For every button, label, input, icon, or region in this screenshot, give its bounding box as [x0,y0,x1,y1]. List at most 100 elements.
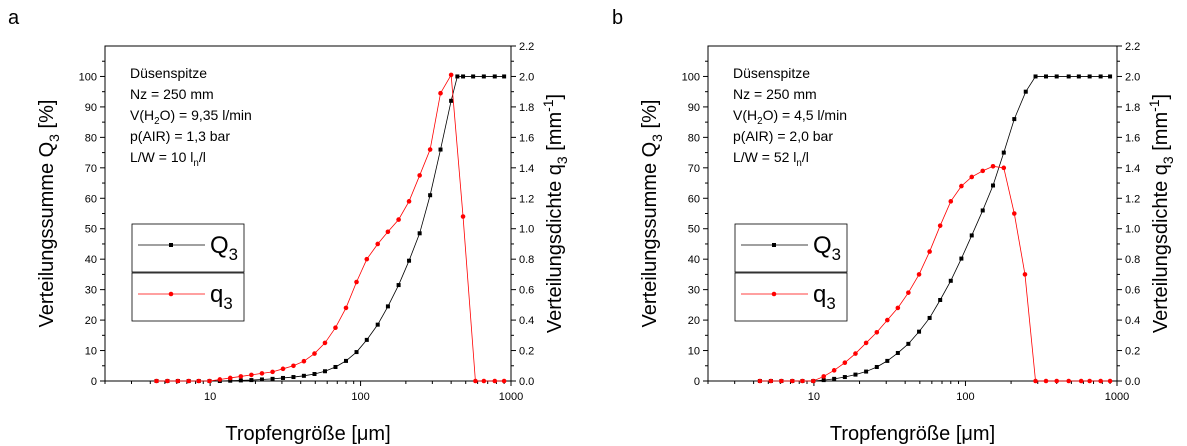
data-point-q3 [406,199,412,204]
legend-label-part: Q [813,232,832,259]
data-point-Q3 [280,375,285,380]
data-point-Q3 [322,369,327,374]
y-right-axis-title-part: ] [544,94,566,100]
data-point-Q3 [917,329,922,334]
data-point-q3 [460,214,466,219]
data-point-q3 [385,229,391,235]
data-point-q3 [980,168,986,174]
y-right-axis-title: Verteilungsdichte q3 [mm-1] [1146,94,1176,333]
data-point-q3 [1022,272,1028,277]
annotation-line-part: /l [802,149,809,165]
data-point-Q3 [948,278,953,283]
data-point-Q3 [1033,74,1038,79]
data-point-Q3 [461,74,466,79]
data-point-q3 [842,360,848,366]
data-point-Q3 [428,193,433,198]
y-left-axis-title-part: 3 [649,134,665,142]
annotation-line-part: n [796,158,801,169]
series-q3 [757,163,1113,384]
chart-panel-b: b 0 10 20 30 40 50 60 70 80 90 100 0.0 0.2 0.4 0.6 0.8 1.… [612,7,1176,445]
data-point-Q3 [492,74,497,79]
data-point-q3 [1043,378,1049,384]
series-line-q3 [156,73,505,382]
data-point-Q3 [1087,74,1092,79]
data-point-Q3 [832,376,837,381]
y-left-tick-label: 80 [688,132,700,144]
data-point-q3 [1001,165,1007,171]
legend-label-part: q [210,281,223,308]
y-right-tick-label: 0.6 [1125,285,1140,297]
y-right-axis-title-part: -1 [1146,99,1162,112]
data-point-Q3 [396,283,401,288]
y-left-tick-label: 50 [688,224,700,236]
data-point-Q3 [1098,74,1103,79]
data-point-q3 [343,305,349,311]
data-point-Q3 [842,375,847,380]
data-point-Q3 [959,256,964,261]
data-point-Q3 [438,147,443,152]
annotation-line: Nz = 250 mm [733,86,817,102]
data-point-q3 [895,305,901,311]
data-point-Q3 [969,233,974,238]
annotation-line-part: p(AIR) = 2,0 bar [733,128,833,144]
data-point-q3 [969,174,975,180]
annotation-line-part: V(H [733,107,757,123]
y-right-axis-title-part: [mm [544,112,566,156]
data-point-Q3 [1044,74,1049,79]
y-right-tick-label: 2.0 [519,71,534,83]
y-left-axis-title-part: 3 [46,134,62,142]
annotation-line-part: L/W = 10 l [130,149,193,165]
data-point-q3 [492,378,498,384]
legend-label: q3 [813,281,836,313]
y-right-tick-label: 0.8 [519,254,534,266]
data-point-Q3 [259,377,264,382]
y-right-tick-label: 1.2 [1125,193,1140,205]
data-point-Q3 [301,373,306,378]
annotation-line-part: O) = 4,5 l/min [763,107,847,123]
data-point-Q3 [449,98,454,103]
data-point-Q3 [471,74,476,79]
x-axis-title: Tropfengröße [μm] [830,423,995,445]
data-point-q3 [238,374,244,379]
data-point-q3 [1087,378,1092,384]
x-tick-label: 100 [351,391,369,403]
data-point-Q3 [407,258,412,263]
x-tick-label: 10 [808,391,820,403]
y-right-tick-label: 2.2 [519,41,534,53]
annotation-line-part: Düsenspitze [733,65,810,81]
data-point-Q3 [502,74,507,79]
y-left-tick-label: 40 [688,254,700,266]
data-point-q3 [927,249,932,254]
legend-entry-Q3: Q3 [131,223,245,273]
y-right-axis-title-part: -1 [540,99,556,112]
data-point-Q3 [1054,74,1059,79]
data-point-q3 [1054,378,1059,384]
data-point-Q3 [895,350,900,355]
data-point-Q3 [864,369,869,374]
data-point-Q3 [885,358,890,363]
y-right-tick-label: 1.8 [1125,102,1140,114]
data-point-Q3 [980,208,985,213]
y-left-axis-title-part: Verteilungssumme Q [36,142,58,328]
annotation-line-part: Nz = 250 mm [733,86,817,102]
data-point-q3 [885,317,890,323]
data-point-q3 [1078,378,1084,384]
data-point-Q3 [417,231,422,236]
y-left-tick-label: 70 [85,163,97,175]
y-right-tick-label: 1.6 [1125,132,1140,144]
y-right-tick-label: 2.0 [1125,71,1140,83]
y-right-tick-label: 0.0 [519,376,534,388]
y-left-tick-label: 70 [688,163,700,175]
data-point-Q3 [249,378,254,383]
y-left-tick-label: 20 [688,315,700,327]
data-point-Q3 [270,376,275,381]
legend-marker [169,243,173,247]
y-right-tick-label: 1.8 [519,102,534,114]
annotation-line: L/W = 52 ln/l [733,149,809,169]
annotation-line-part: p(AIR) = 1,3 bar [130,128,230,144]
condition-annotation: Düsenspitze Nz = 250 mm V(H2O) = 9,35 l/mi… [130,65,252,169]
y-right-tick-label: 1.2 [519,193,534,205]
series-q3 [154,72,507,384]
legend-entry-q3: q3 [131,272,245,322]
annotation-line: Nz = 250 mm [130,86,214,102]
